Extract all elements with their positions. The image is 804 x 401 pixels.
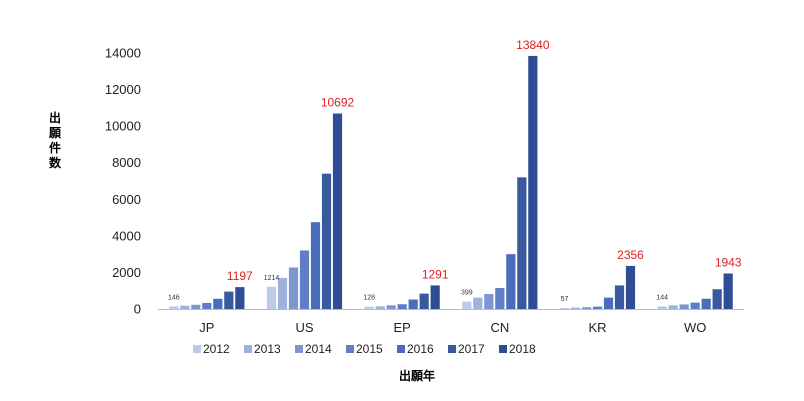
y-tick-label: 12000 (105, 82, 141, 97)
bar-KR-2015 (592, 306, 603, 309)
bar-JP-2014 (191, 304, 201, 309)
bar-US-2016 (310, 222, 321, 309)
bar-WO-2014 (679, 304, 689, 309)
bar-CN-2015 (495, 287, 505, 309)
legend-swatch (193, 345, 201, 353)
y-tick-label: 8000 (112, 155, 141, 170)
data-label: 146 (168, 294, 180, 301)
legend-swatch (244, 345, 252, 353)
bar-EP-2015 (397, 304, 407, 309)
bar-WO-2015 (690, 302, 700, 309)
bar-EP-2018 (430, 285, 440, 309)
legend-swatch (448, 345, 456, 353)
legend-label: 2013 (254, 342, 281, 356)
bar-EP-2014 (386, 305, 396, 309)
y-tick-label: 0 (134, 302, 141, 317)
x-axis: JP US EP CN KR WO (199, 320, 706, 335)
x-tick-label: CN (490, 320, 509, 335)
legend-swatch (295, 345, 303, 353)
bar-US-2013 (277, 277, 288, 309)
legend-label: 2014 (305, 342, 332, 356)
data-label: 144 (656, 294, 668, 301)
y-tick-label: 2000 (112, 265, 141, 280)
data-label: 128 (363, 295, 375, 302)
bar-JP-2012 (169, 306, 179, 309)
y-tick-label: 10000 (105, 119, 141, 134)
bar-KR-2017 (614, 285, 625, 309)
bar-WO-2016 (701, 298, 711, 309)
bar-CN-2013 (473, 297, 483, 309)
bar-WO-2013 (668, 305, 678, 309)
bar-KR-2018 (625, 265, 636, 309)
legend: 2012 2013 2014 2015 2016 2017 2018 (193, 342, 536, 356)
bar-JP-2017 (224, 291, 234, 309)
bar-KR-2014 (581, 307, 592, 309)
legend-label: 2012 (203, 342, 230, 356)
bar-US-2017 (321, 173, 332, 309)
y-axis: 0 2000 4000 6000 8000 10000 12000 14000 (105, 46, 141, 317)
data-label: 1291 (422, 267, 449, 281)
bar-US-2015 (299, 250, 310, 309)
legend-label: 2018 (509, 342, 536, 356)
bar-WO-2017 (712, 289, 722, 309)
x-tick-label: EP (393, 320, 410, 335)
bar-CN-2014 (484, 294, 494, 309)
legend-label: 2016 (407, 342, 434, 356)
bar-EP-2013 (375, 306, 385, 309)
x-tick-label: WO (684, 320, 706, 335)
data-label: 1214 (264, 275, 280, 282)
data-label: 57 (561, 296, 569, 303)
bar-EP-2012 (364, 306, 374, 309)
bar-CN-2017 (517, 177, 527, 309)
bar-EP-2017 (419, 293, 429, 309)
y-tick-label: 14000 (105, 46, 141, 61)
bar-JP-2018 (235, 287, 245, 309)
data-label: 1197 (227, 269, 253, 283)
bar-CN-2018 (528, 55, 538, 309)
data-labels: 146 1197 1214 10692 128 1291 399 13840 57 2356 144… (168, 38, 742, 303)
y-tick-label: 4000 (112, 228, 141, 243)
legend-swatch (346, 345, 354, 353)
y-axis-label: 出願件数 (48, 110, 62, 170)
bar-KR-2013 (570, 307, 581, 309)
data-label: 1943 (715, 255, 742, 269)
bar-JP-2013 (180, 305, 190, 309)
x-tick-label: US (295, 320, 313, 335)
bar-US-2014 (288, 267, 299, 309)
y-tick-label: 6000 (112, 192, 141, 207)
bar-CN-2012 (462, 301, 472, 309)
legend-swatch (397, 345, 405, 353)
bar-JP-2016 (213, 298, 223, 309)
bar-KR-2016 (603, 297, 614, 309)
x-tick-label: JP (199, 320, 214, 335)
x-axis-label: 出願年 (399, 368, 435, 383)
bars (169, 55, 733, 310)
bar-WO-2012 (657, 306, 667, 309)
bar-EP-2016 (408, 299, 418, 309)
x-tick-label: KR (588, 320, 606, 335)
data-label: 399 (461, 290, 473, 297)
legend-label: 2015 (356, 342, 383, 356)
bar-JP-2015 (202, 302, 212, 309)
data-label: 10692 (321, 95, 355, 109)
bar-CN-2016 (506, 254, 516, 309)
data-label: 13840 (516, 38, 550, 52)
legend-swatch (499, 345, 507, 353)
bar-KR-2012 (559, 307, 570, 309)
legend-label: 2017 (458, 342, 485, 356)
bar-US-2018 (332, 113, 343, 310)
bar-WO-2018 (723, 273, 733, 309)
data-label: 2356 (617, 248, 644, 262)
bar-US-2012 (266, 286, 277, 309)
